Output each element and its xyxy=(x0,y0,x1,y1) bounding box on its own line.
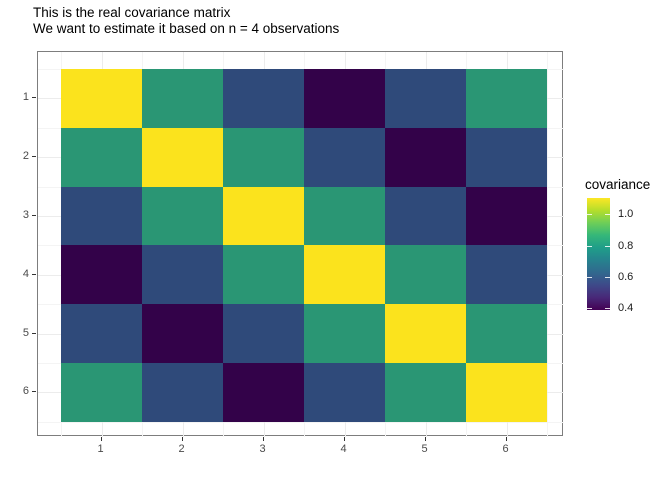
plot-panel xyxy=(37,51,564,437)
legend-tick-label: 0.8 xyxy=(618,239,634,252)
x-axis-tick xyxy=(343,437,345,441)
x-axis-tick xyxy=(181,437,183,441)
plot-title: This is the real covariance matrix xyxy=(33,5,231,20)
heatmap-cell-r5c6 xyxy=(466,304,547,363)
heatmap-cell-r6c4 xyxy=(304,362,385,422)
legend-tick xyxy=(587,308,592,310)
heatmap-cell-r2c1 xyxy=(61,127,142,187)
legend-title: covariance xyxy=(585,177,651,192)
heatmap-cell-r6c2 xyxy=(142,362,223,422)
legend-tick xyxy=(605,214,610,216)
y-axis-tick xyxy=(32,332,36,334)
heatmap-cell-r6c3 xyxy=(223,362,304,422)
legend-tick-label: 1.0 xyxy=(618,208,634,221)
y-tick-label: 4 xyxy=(22,267,29,280)
y-axis-tick xyxy=(32,97,36,99)
heatmap-cell-r1c5 xyxy=(385,69,466,128)
heatmap-cell-r2c5 xyxy=(385,127,466,187)
gridline xyxy=(547,52,548,437)
x-tick-label: 2 xyxy=(178,443,185,455)
legend-tick xyxy=(587,277,592,279)
heatmap-cell-r5c1 xyxy=(61,304,142,363)
y-axis-tick xyxy=(32,273,36,275)
y-axis-tick xyxy=(32,215,36,216)
y-axis-tick xyxy=(32,156,36,158)
y-tick-label: 2 xyxy=(22,150,29,163)
heatmap-cell-r6c5 xyxy=(385,362,466,422)
heatmap-cell-r4c2 xyxy=(142,245,223,305)
heatmap-cell-r3c6 xyxy=(466,186,547,246)
gridline xyxy=(38,421,564,423)
heatmap-cell-r3c4 xyxy=(304,186,385,246)
legend-tick xyxy=(587,214,592,216)
heatmap-cell-r3c2 xyxy=(142,186,223,246)
x-tick-label: 6 xyxy=(502,443,509,455)
y-tick-label: 5 xyxy=(22,326,29,339)
heatmap-cell-r4c1 xyxy=(61,245,142,305)
x-axis-tick xyxy=(505,437,507,441)
x-tick-label: 3 xyxy=(259,443,266,455)
heatmap-cell-r4c5 xyxy=(385,245,466,305)
heatmap-cell-r5c2 xyxy=(142,304,223,363)
heatmap-cell-r2c6 xyxy=(466,127,547,187)
legend-tick xyxy=(605,308,610,310)
heatmap-cell-r4c3 xyxy=(223,245,304,305)
heatmap-cell-r2c3 xyxy=(223,127,304,187)
heatmap-cell-r6c1 xyxy=(61,362,142,422)
legend-tick xyxy=(605,277,610,279)
heatmap-cell-r5c3 xyxy=(223,304,304,363)
heatmap-cell-r1c3 xyxy=(223,69,304,128)
heatmap-cell-r3c3 xyxy=(223,186,304,246)
y-tick-label: 1 xyxy=(22,91,29,104)
legend-colorbar xyxy=(587,198,610,310)
legend-tick-label: 0.6 xyxy=(618,271,634,284)
y-tick-label: 3 xyxy=(22,209,29,221)
legend-tick xyxy=(587,245,592,247)
heatmap-tiles xyxy=(61,69,547,422)
legend-tick xyxy=(605,245,610,247)
plot-subtitle: We want to estimate it based on n = 4 ob… xyxy=(33,21,340,36)
heatmap-cell-r3c5 xyxy=(385,186,466,246)
heatmap-cell-r3c1 xyxy=(61,186,142,246)
y-axis-tick xyxy=(32,391,36,393)
heatmap-cell-r5c5 xyxy=(385,304,466,363)
heatmap-cell-r4c4 xyxy=(304,245,385,305)
heatmap-cell-r1c4 xyxy=(304,69,385,128)
x-tick-label: 4 xyxy=(340,443,347,455)
x-axis-tick xyxy=(424,437,426,441)
x-axis-tick xyxy=(100,437,102,441)
x-tick-label: 1 xyxy=(97,443,104,455)
x-tick-label: 5 xyxy=(421,443,428,455)
heatmap-cell-r4c6 xyxy=(466,245,547,305)
heatmap-cell-r1c1 xyxy=(61,69,142,128)
legend-tick-label: 0.4 xyxy=(618,302,634,315)
heatmap-cell-r6c6 xyxy=(466,362,547,422)
y-tick-label: 6 xyxy=(22,385,29,398)
heatmap-cell-r2c4 xyxy=(304,127,385,187)
heatmap-cell-r5c4 xyxy=(304,304,385,363)
heatmap-cell-r2c2 xyxy=(142,127,223,187)
x-axis-tick xyxy=(262,437,264,441)
heatmap-cell-r1c2 xyxy=(142,69,223,128)
heatmap-cell-r1c6 xyxy=(466,69,547,128)
